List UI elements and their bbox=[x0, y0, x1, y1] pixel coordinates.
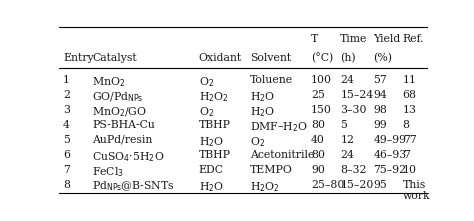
Text: Time: Time bbox=[340, 34, 368, 44]
Text: 8: 8 bbox=[63, 180, 70, 190]
Text: O$_2$: O$_2$ bbox=[199, 75, 214, 89]
Text: Pd$_{\rm NPs}$@B-SNTs: Pd$_{\rm NPs}$@B-SNTs bbox=[92, 180, 175, 193]
Text: H$_2$O$_2$: H$_2$O$_2$ bbox=[250, 180, 280, 194]
Text: 1: 1 bbox=[63, 75, 70, 85]
Text: 8: 8 bbox=[403, 120, 410, 130]
Text: 98: 98 bbox=[374, 105, 387, 115]
Text: 57: 57 bbox=[374, 75, 387, 85]
Text: 6: 6 bbox=[63, 150, 70, 160]
Text: TBHP: TBHP bbox=[199, 120, 231, 130]
Text: 4: 4 bbox=[63, 120, 70, 130]
Text: MnO$_2$/GO: MnO$_2$/GO bbox=[92, 105, 147, 119]
Text: This
work: This work bbox=[403, 180, 430, 202]
Text: 13: 13 bbox=[403, 105, 417, 115]
Text: 150: 150 bbox=[311, 105, 332, 115]
Text: 2: 2 bbox=[63, 90, 70, 100]
Text: DMF–H$_2$O: DMF–H$_2$O bbox=[250, 120, 308, 134]
Text: Yield: Yield bbox=[374, 34, 401, 44]
Text: 3: 3 bbox=[63, 105, 70, 115]
Text: 68: 68 bbox=[403, 90, 417, 100]
Text: Catalyst: Catalyst bbox=[92, 53, 137, 63]
Text: 80: 80 bbox=[311, 120, 325, 130]
Text: MnO$_2$: MnO$_2$ bbox=[92, 75, 126, 89]
Text: (h): (h) bbox=[340, 53, 356, 63]
Text: 25: 25 bbox=[311, 90, 325, 100]
Text: 25–80: 25–80 bbox=[311, 180, 344, 190]
Text: Entry: Entry bbox=[63, 53, 93, 63]
Text: 10: 10 bbox=[403, 165, 417, 175]
Text: H$_2$O$_2$: H$_2$O$_2$ bbox=[199, 90, 228, 104]
Text: GO/Pd$_{\rm NPs}$: GO/Pd$_{\rm NPs}$ bbox=[92, 90, 144, 104]
Text: 7: 7 bbox=[403, 150, 410, 160]
Text: 5: 5 bbox=[63, 135, 70, 145]
Text: 3–30: 3–30 bbox=[340, 105, 367, 115]
Text: 95: 95 bbox=[374, 180, 387, 190]
Text: PS-BHA-Cu: PS-BHA-Cu bbox=[92, 120, 155, 130]
Text: TEMPO: TEMPO bbox=[250, 165, 293, 175]
Text: 90: 90 bbox=[311, 165, 325, 175]
Text: Solvent: Solvent bbox=[250, 53, 292, 63]
Text: AuPd/resin: AuPd/resin bbox=[92, 135, 153, 145]
Text: (%): (%) bbox=[374, 53, 392, 63]
Text: Toluene: Toluene bbox=[250, 75, 293, 85]
Text: 15–20: 15–20 bbox=[340, 180, 374, 190]
Text: 24: 24 bbox=[340, 150, 354, 160]
Text: FeCl$_3$: FeCl$_3$ bbox=[92, 165, 125, 179]
Text: Ref.: Ref. bbox=[403, 34, 424, 44]
Text: Acetonitrile: Acetonitrile bbox=[250, 150, 315, 160]
Text: EDC: EDC bbox=[199, 165, 224, 175]
Text: (°C): (°C) bbox=[311, 53, 333, 63]
Text: 94: 94 bbox=[374, 90, 387, 100]
Text: 77: 77 bbox=[403, 135, 417, 145]
Text: 40: 40 bbox=[311, 135, 325, 145]
Text: Oxidant: Oxidant bbox=[199, 53, 242, 63]
Text: 75–92: 75–92 bbox=[374, 165, 407, 175]
Text: 80: 80 bbox=[311, 150, 325, 160]
Text: 11: 11 bbox=[403, 75, 417, 85]
Text: T: T bbox=[311, 34, 318, 44]
Text: O$_2$: O$_2$ bbox=[250, 135, 265, 149]
Text: H$_2$O: H$_2$O bbox=[250, 105, 275, 119]
Text: 100: 100 bbox=[311, 75, 332, 85]
Text: 15–24: 15–24 bbox=[340, 90, 374, 100]
Text: 5: 5 bbox=[340, 120, 347, 130]
Text: H$_2$O: H$_2$O bbox=[199, 180, 224, 194]
Text: O$_2$: O$_2$ bbox=[199, 105, 214, 119]
Text: 99: 99 bbox=[374, 120, 387, 130]
Text: CuSO$_4$·5H$_2$O: CuSO$_4$·5H$_2$O bbox=[92, 150, 165, 164]
Text: H$_2$O: H$_2$O bbox=[250, 90, 275, 104]
Text: 46–93: 46–93 bbox=[374, 150, 407, 160]
Text: 7: 7 bbox=[63, 165, 70, 175]
Text: 49–99: 49–99 bbox=[374, 135, 406, 145]
Text: 12: 12 bbox=[340, 135, 354, 145]
Text: TBHP: TBHP bbox=[199, 150, 231, 160]
Text: 24: 24 bbox=[340, 75, 354, 85]
Text: 8–32: 8–32 bbox=[340, 165, 367, 175]
Text: H$_2$O: H$_2$O bbox=[199, 135, 224, 149]
